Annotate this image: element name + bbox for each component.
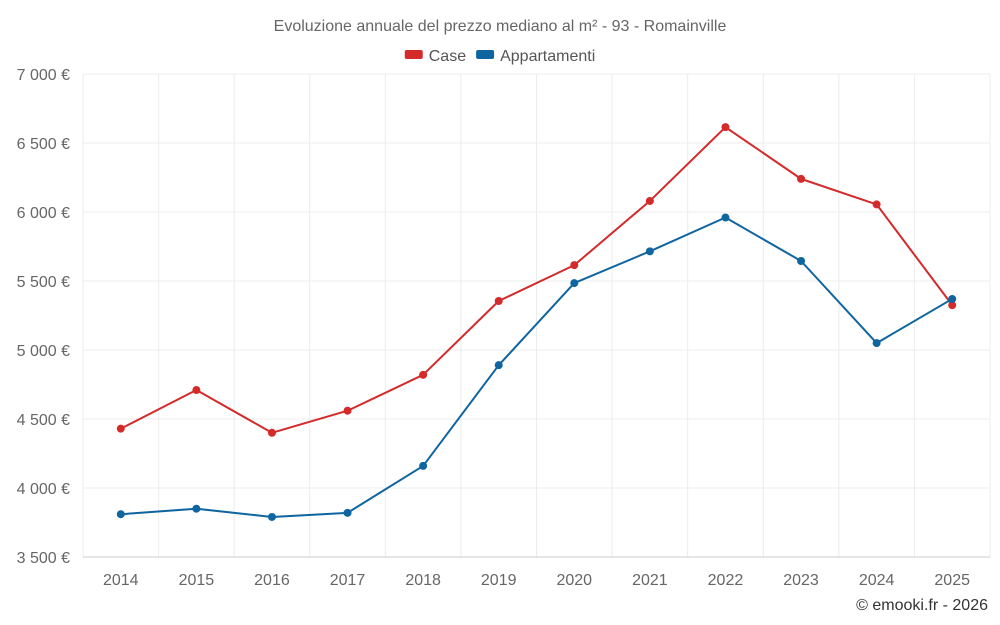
x-tick-label-1: 2015 (179, 572, 215, 589)
x-tick-label-4: 2018 (405, 572, 441, 589)
legend-item-case: Case (404, 48, 466, 65)
y-axis: 3 500 € 4 000 € 4 500 € 5 000 € 5 500 € 6 000… (17, 67, 70, 567)
data-point-case-2014 (116, 424, 125, 433)
y-tick-label-5: 6 000 € (17, 205, 70, 222)
series-case (116, 123, 957, 437)
x-tick-label-8: 2022 (708, 572, 744, 589)
data-point-case-2017 (343, 406, 352, 415)
legend-label-case: Case (429, 48, 466, 65)
x-tick-label-11: 2025 (934, 572, 970, 589)
series-group (116, 123, 957, 521)
data-point-case-2018 (419, 370, 428, 379)
data-point-case-2024 (872, 200, 881, 209)
data-point-case-2016 (267, 428, 276, 437)
data-point-appartamenti-2022 (721, 213, 730, 222)
data-point-case-2023 (797, 174, 806, 183)
data-point-appartamenti-2015 (192, 504, 201, 513)
chart-title: Evoluzione annuale del prezzo mediano al… (274, 18, 727, 35)
x-tick-label-7: 2021 (632, 572, 668, 589)
data-point-appartamenti-2020 (570, 279, 579, 288)
data-point-case-2022 (721, 123, 730, 132)
data-point-appartamenti-2021 (645, 247, 654, 256)
y-tick-label-1: 4 000 € (17, 481, 70, 498)
series-appartamenti (116, 213, 957, 521)
y-tick-label-6: 6 500 € (17, 136, 70, 153)
x-tick-label-9: 2023 (783, 572, 819, 589)
legend-item-appartamenti: Appartamenti (476, 48, 595, 65)
data-point-case-2020 (570, 261, 579, 270)
data-point-case-2025 (948, 301, 957, 310)
y-tick-label-4: 5 500 € (17, 274, 70, 291)
y-tick-label-0: 3 500 € (17, 550, 70, 567)
legend-swatch-appartamenti (476, 50, 495, 59)
series-line-case (120, 126, 954, 434)
data-point-appartamenti-2019 (494, 361, 503, 370)
y-tick-label-2: 4 500 € (17, 412, 70, 429)
data-point-appartamenti-2023 (797, 256, 806, 265)
x-tick-label-10: 2024 (859, 572, 895, 589)
data-point-case-2015 (192, 386, 201, 395)
credit-text: © emooki.fr - 2026 (856, 597, 988, 614)
y-tick-label-7: 7 000 € (17, 67, 70, 84)
data-point-case-2021 (645, 196, 654, 205)
x-tick-label-3: 2017 (330, 572, 366, 589)
data-point-appartamenti-2025 (948, 294, 957, 303)
data-point-appartamenti-2014 (116, 510, 125, 519)
x-tick-label-5: 2019 (481, 572, 517, 589)
data-point-appartamenti-2018 (419, 461, 428, 470)
legend: Case Appartamenti (404, 48, 595, 65)
legend-swatch-case (404, 50, 423, 59)
data-point-appartamenti-2024 (872, 339, 881, 348)
x-tick-label-2: 2016 (254, 572, 290, 589)
data-point-case-2019 (494, 297, 503, 306)
x-axis: 2014 2015 2016 2017 2018 2019 2020 2021 2022 2023… (83, 556, 990, 589)
y-tick-label-3: 5 000 € (17, 343, 70, 360)
x-tick-label-6: 2020 (556, 572, 592, 589)
grid (82, 73, 991, 558)
x-tick-label-0: 2014 (103, 572, 139, 589)
data-point-appartamenti-2017 (343, 508, 352, 517)
legend-label-appartamenti: Appartamenti (500, 48, 595, 65)
series-line-appartamenti (120, 216, 953, 518)
data-point-appartamenti-2016 (267, 512, 276, 521)
